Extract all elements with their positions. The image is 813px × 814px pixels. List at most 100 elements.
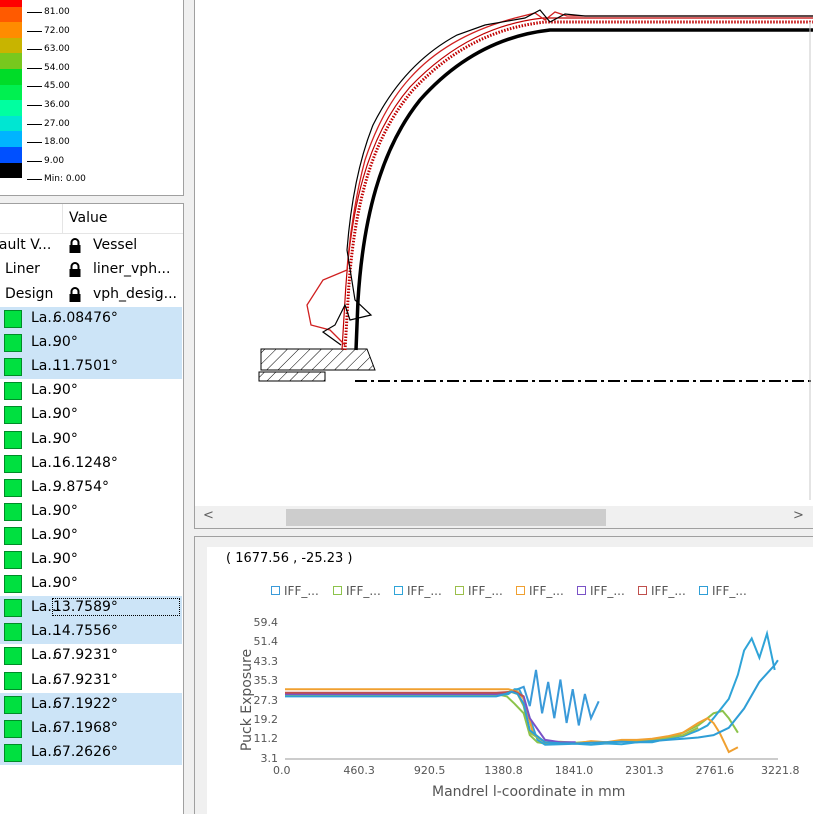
y-tick-label: 51.4 bbox=[253, 635, 279, 649]
legend-tick bbox=[27, 179, 42, 181]
y-tick-label: 27.3 bbox=[253, 693, 279, 707]
layer-row[interactable]: La... 9.8754° bbox=[0, 476, 182, 500]
layer-angle-value[interactable]: 13.7589° bbox=[52, 598, 180, 617]
layer-row[interactable]: La... 90° bbox=[0, 428, 182, 452]
legend-tick bbox=[27, 123, 42, 125]
layer-color-chip bbox=[4, 695, 22, 714]
liner-band bbox=[343, 20, 813, 351]
legend-series-name: IFF_... bbox=[529, 584, 564, 598]
layer-name: La... bbox=[31, 430, 61, 447]
layer-angle-value[interactable]: 16.1248° bbox=[53, 454, 118, 471]
layer-angle-value[interactable]: 90° bbox=[53, 430, 78, 447]
layer-name: La... bbox=[31, 406, 61, 423]
layer-angle-value[interactable]: 90° bbox=[53, 575, 78, 592]
scroll-right-arrow[interactable]: > bbox=[793, 508, 804, 523]
legend-color-box bbox=[699, 586, 708, 595]
layer-color-chip bbox=[4, 526, 22, 545]
legend-label: 63.00 bbox=[44, 44, 70, 55]
layer-angle-value[interactable]: 67.1968° bbox=[53, 719, 118, 736]
boss-hatched-part bbox=[260, 348, 376, 371]
legend-series-name: IFF_... bbox=[651, 584, 686, 598]
legend-swatch bbox=[0, 53, 22, 69]
layer-color-chip bbox=[4, 551, 22, 569]
layer-row[interactable]: La... 90° bbox=[0, 548, 182, 572]
x-axis-title: Mandrel l-coordinate in mm bbox=[432, 784, 626, 800]
layer-row[interactable]: La... 67.1968° bbox=[0, 716, 182, 741]
layer-row[interactable]: La... 14.7556° bbox=[0, 620, 182, 645]
property-row[interactable]: fault V... Vessel bbox=[0, 234, 182, 258]
layer-row[interactable]: La... 90° bbox=[0, 572, 182, 596]
layer-row[interactable]: La... 90° bbox=[0, 403, 182, 427]
property-row[interactable]: Design vph_desig... bbox=[0, 283, 182, 307]
boss-flange bbox=[258, 371, 326, 382]
layer-angle-value[interactable]: 14.7556° bbox=[53, 623, 118, 640]
layer-row[interactable]: La... 90° bbox=[0, 379, 182, 403]
layer-angle-value[interactable]: 90° bbox=[53, 526, 78, 543]
layer-color-chip bbox=[4, 406, 22, 425]
legend-swatch bbox=[0, 84, 22, 101]
layer-angle-value[interactable]: 11.7501° bbox=[53, 358, 118, 375]
legend-label: 45.00 bbox=[44, 81, 70, 92]
property-row[interactable]: Liner liner_vph... bbox=[0, 258, 182, 282]
legend-series-name: IFF_... bbox=[407, 584, 442, 598]
layer-angle-value[interactable]: 67.2626° bbox=[53, 743, 118, 760]
layer-angle-value[interactable]: 90° bbox=[53, 334, 78, 351]
horizontal-scrollbar[interactable]: < > bbox=[195, 506, 813, 528]
layer-angle-value[interactable]: 90° bbox=[53, 551, 78, 567]
layer-name: La... bbox=[31, 671, 61, 688]
layer-angle-value[interactable]: 67.1922° bbox=[53, 695, 118, 712]
layer-name: La... bbox=[31, 743, 61, 760]
layer-color-chip bbox=[4, 334, 22, 353]
layer-row[interactable]: La... 90° bbox=[0, 331, 182, 356]
layer-row[interactable]: La... 16.1248° bbox=[0, 452, 182, 476]
property-grid[interactable]: Value fault V... Vessel Liner liner_vph... D… bbox=[0, 203, 184, 814]
layer-row[interactable]: La... 67.1922° bbox=[0, 692, 182, 717]
property-value: liner_vph... bbox=[93, 261, 171, 278]
color-legend-panel: 81.00 72.00 63.00 54.00 45.00 36.00 27.00 18.00… bbox=[0, 0, 184, 196]
legend-tick bbox=[27, 105, 42, 106]
layer-angle-value[interactable]: 90° bbox=[53, 382, 78, 399]
layer-name: La... bbox=[31, 623, 61, 640]
legend-color-box bbox=[333, 586, 342, 595]
legend-color-box bbox=[455, 586, 464, 595]
lock-icon bbox=[68, 238, 82, 254]
layer-row[interactable]: La... 67.9231° bbox=[0, 669, 182, 693]
legend-tick bbox=[27, 49, 42, 51]
layer-row[interactable]: La... 11.7501° bbox=[0, 355, 182, 380]
exposure-outline-black bbox=[321, 9, 813, 346]
legend-label: Min: 0.00 bbox=[44, 174, 86, 185]
layer-angle-value[interactable]: 90° bbox=[53, 502, 78, 519]
layer-row[interactable]: La... 67.9231° bbox=[0, 644, 182, 668]
y-tick-label: 59.4 bbox=[253, 616, 279, 629]
layer-angle-value[interactable]: 6.08476° bbox=[53, 310, 118, 326]
scroll-left-arrow[interactable]: < bbox=[203, 508, 214, 523]
y-tick-label: 11.2 bbox=[253, 732, 279, 746]
layer-angle-value[interactable]: 90° bbox=[53, 406, 78, 423]
layer-name: La... bbox=[31, 695, 61, 712]
column-separator[interactable] bbox=[62, 204, 63, 233]
layer-name: La... bbox=[31, 454, 61, 471]
legend-label: 72.00 bbox=[44, 25, 70, 36]
property-name: Design bbox=[5, 285, 54, 302]
layer-name: La... bbox=[31, 334, 61, 351]
geometry-view[interactable]: < > bbox=[194, 0, 813, 529]
layer-name: La... bbox=[31, 526, 61, 543]
layer-angle-value[interactable]: 67.9231° bbox=[53, 647, 118, 664]
x-tick-label: 460.3 bbox=[343, 764, 375, 777]
layer-angle-value[interactable]: 9.8754° bbox=[53, 478, 109, 495]
cursor-coordinates: ( 1677.56 , -25.23 ) bbox=[226, 551, 353, 566]
layer-row[interactable]: La... 67.2626° bbox=[0, 740, 182, 765]
legend-swatch bbox=[0, 100, 22, 116]
layer-row[interactable]: La... 13.7589° bbox=[0, 596, 182, 621]
layer-row[interactable]: La... 90° bbox=[0, 500, 182, 524]
legend-series-name: IFF_... bbox=[590, 584, 625, 598]
layer-color-chip bbox=[4, 599, 22, 618]
layer-name: La... bbox=[31, 647, 61, 664]
x-tick-label: 2761.6 bbox=[695, 764, 735, 777]
outer-contour bbox=[354, 28, 813, 351]
layer-row[interactable]: La... 90° bbox=[0, 524, 182, 548]
layer-angle-value[interactable]: 67.9231° bbox=[53, 671, 118, 688]
scrollbar-thumb[interactable] bbox=[286, 509, 606, 526]
x-tick-label: 1380.8 bbox=[484, 764, 523, 777]
layer-row[interactable]: La... 6.08476° bbox=[0, 307, 182, 331]
